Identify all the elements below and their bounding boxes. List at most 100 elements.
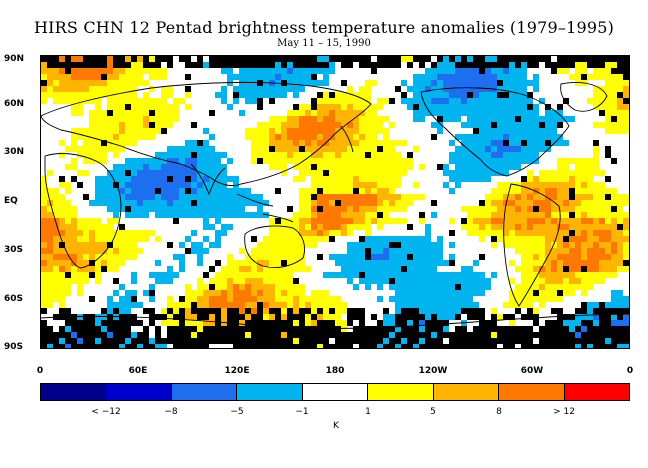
anomaly-cell — [197, 176, 203, 182]
anomaly-cell — [311, 200, 317, 206]
anomaly-cell — [419, 248, 425, 254]
anomaly-cell — [95, 224, 101, 230]
anomaly-cell — [305, 314, 311, 320]
anomaly-cell — [179, 242, 185, 248]
anomaly-cell — [425, 344, 431, 348]
anomaly-cell — [503, 62, 509, 68]
anomaly-cell — [233, 326, 239, 332]
anomaly-cell — [497, 116, 503, 122]
anomaly-cell — [251, 296, 257, 302]
anomaly-cell — [287, 206, 293, 212]
anomaly-cell — [629, 128, 630, 134]
anomaly-cell — [629, 92, 630, 98]
anomaly-cell — [353, 176, 359, 182]
anomaly-cell — [485, 110, 491, 116]
anomaly-cell — [617, 296, 623, 302]
anomaly-cell — [611, 332, 617, 338]
anomaly-cell — [323, 188, 329, 194]
anomaly-cell — [503, 338, 509, 344]
anomaly-cell — [251, 272, 257, 278]
anomaly-cell — [533, 134, 539, 140]
anomaly-cell — [245, 314, 251, 320]
anomaly-cell — [59, 200, 65, 206]
anomaly-cell — [47, 92, 53, 98]
anomaly-cell — [293, 212, 299, 218]
anomaly-cell — [545, 170, 551, 176]
anomaly-cell — [623, 86, 629, 92]
anomaly-cell — [509, 146, 515, 152]
anomaly-cell — [569, 116, 575, 122]
anomaly-cell — [539, 344, 545, 348]
anomaly-cell — [173, 110, 179, 116]
anomaly-cell — [167, 194, 173, 200]
anomaly-cell — [407, 86, 413, 92]
anomaly-cell — [563, 170, 569, 176]
anomaly-cell — [119, 320, 125, 326]
anomaly-cell — [455, 74, 461, 80]
anomaly-cell — [467, 152, 473, 158]
anomaly-cell — [527, 218, 533, 224]
anomaly-cell — [89, 314, 95, 320]
anomaly-cell — [563, 56, 569, 62]
anomaly-cell — [389, 146, 395, 152]
anomaly-cell — [521, 62, 527, 68]
anomaly-cell — [581, 170, 587, 176]
anomaly-cell — [383, 158, 389, 164]
anomaly-cell — [593, 314, 599, 320]
anomaly-cell — [203, 302, 209, 308]
anomaly-cell — [335, 344, 341, 348]
anomaly-cell — [149, 206, 155, 212]
anomaly-cell — [131, 194, 137, 200]
anomaly-cell — [587, 194, 593, 200]
anomaly-cell — [413, 272, 419, 278]
anomaly-cell — [461, 308, 467, 314]
anomaly-cell — [479, 110, 485, 116]
anomaly-cell — [329, 332, 335, 338]
anomaly-cell — [191, 146, 197, 152]
anomaly-cell — [587, 344, 593, 348]
anomaly-cell — [587, 284, 593, 290]
anomaly-cell — [293, 254, 299, 260]
anomaly-cell — [467, 110, 473, 116]
anomaly-cell — [107, 320, 113, 326]
anomaly-cell — [89, 338, 95, 344]
anomaly-cell — [323, 68, 329, 74]
anomaly-cell — [41, 236, 47, 242]
anomaly-cell — [455, 98, 461, 104]
anomaly-cell — [143, 164, 149, 170]
anomaly-cell — [305, 146, 311, 152]
anomaly-cell — [491, 218, 497, 224]
anomaly-cell — [515, 68, 521, 74]
anomaly-cell — [605, 56, 611, 62]
colorbar-box — [106, 384, 172, 400]
coast-japan — [340, 125, 354, 153]
lon-label-60e: 60E — [128, 366, 148, 376]
anomaly-cell — [521, 194, 527, 200]
anomaly-cell — [383, 56, 389, 62]
anomaly-cell — [521, 122, 527, 128]
anomaly-cell — [569, 182, 575, 188]
anomaly-cell — [401, 266, 407, 272]
anomaly-cell — [527, 200, 533, 206]
anomaly-cell — [143, 182, 149, 188]
anomaly-cell — [365, 266, 371, 272]
anomaly-cell — [611, 338, 617, 344]
anomaly-cell — [371, 128, 377, 134]
anomaly-cell — [197, 326, 203, 332]
anomaly-cell — [131, 206, 137, 212]
anomaly-cell — [89, 200, 95, 206]
anomaly-cell — [359, 140, 365, 146]
anomaly-cell — [473, 146, 479, 152]
anomaly-cell — [599, 200, 605, 206]
coastlines — [41, 81, 629, 329]
anomaly-cell — [353, 332, 359, 338]
anomaly-cell — [533, 248, 539, 254]
anomaly-cell — [629, 236, 630, 242]
anomaly-cell — [347, 272, 353, 278]
anomaly-cell — [599, 236, 605, 242]
anomaly-cell — [593, 224, 599, 230]
anomaly-cell — [275, 68, 281, 74]
anomaly-cell — [47, 170, 53, 176]
anomaly-cell — [617, 224, 623, 230]
anomaly-cell — [425, 308, 431, 314]
